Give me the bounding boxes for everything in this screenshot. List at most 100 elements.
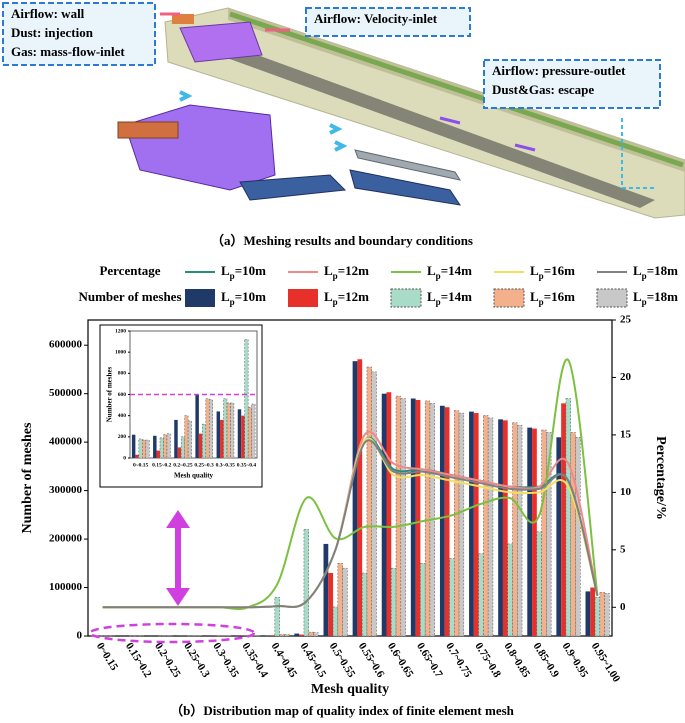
x-tick-label: 0.6~0.65: [385, 641, 416, 681]
y2-tick-label: 10: [620, 486, 632, 498]
x-tick-label: 0.65~0.7: [414, 641, 445, 681]
x-tick-label: 0.55~0.6: [356, 641, 387, 681]
bar: [512, 422, 518, 637]
x-tick-label: 0~0.15: [133, 462, 148, 468]
bar: [163, 434, 168, 459]
boundary-label: Airflow: wall: [11, 6, 85, 21]
y2-tick-label: 5: [620, 543, 626, 555]
x-tick-label: 0.2~0.25: [173, 462, 193, 468]
bar: [420, 563, 426, 637]
bar: [156, 450, 161, 458]
boundary-label: Airflow: Velocity-inlet: [314, 11, 438, 26]
bar: [594, 596, 601, 637]
line: [102, 439, 599, 609]
x-tick-label: 0.35~0.4: [239, 641, 270, 681]
bar: [561, 403, 566, 636]
y-tick-label: 400000: [49, 436, 83, 448]
mesh-illustration: [117, 7, 685, 219]
y-tick-label: 0: [123, 455, 126, 461]
bar: [415, 399, 421, 636]
bar: [478, 553, 484, 637]
bar: [244, 339, 249, 459]
bar: [517, 424, 523, 637]
bar: [458, 412, 465, 637]
legend-swatch: [390, 288, 422, 308]
bar: [180, 436, 185, 459]
bar: [473, 413, 479, 636]
bar: [585, 591, 591, 636]
bar: [357, 359, 363, 636]
bar: [153, 435, 157, 458]
legend-label: Lp=14m: [427, 289, 472, 307]
y-tick-label: 0: [77, 630, 83, 642]
x-tick-label: 0.75~0.8: [472, 641, 503, 681]
bar: [187, 420, 192, 459]
bar: [546, 432, 552, 637]
bar: [400, 398, 406, 637]
bar: [177, 447, 182, 458]
y2-axis-label: Percentage/%: [653, 436, 668, 520]
boundary-label: Airflow: pressure-outlet: [492, 63, 626, 78]
caption: （b）Distribution map of quality index of …: [170, 703, 515, 718]
bar: [202, 423, 207, 459]
legend-label: Lp=18m: [633, 263, 678, 281]
bar: [247, 406, 252, 459]
y-tick-label: 1000: [115, 349, 126, 355]
y-tick-label: 600000: [49, 339, 83, 351]
x-tick-label: 0.5~0.55: [327, 641, 358, 681]
bar: [575, 437, 581, 637]
bar: [599, 592, 605, 637]
bar: [332, 606, 339, 637]
bar: [487, 417, 494, 637]
y-tick-label: 200: [118, 434, 127, 440]
highlight-ellipse: [88, 622, 256, 644]
y-tick-label: 400: [118, 413, 127, 419]
bar: [410, 398, 416, 636]
bar: [237, 409, 242, 458]
bar: [279, 634, 285, 637]
arrow-head: [166, 510, 190, 528]
bar: [541, 429, 547, 637]
x-tick-label: 0.8~0.85: [501, 641, 532, 681]
bar: [303, 529, 309, 637]
x-tick-label: 0.3~0.35: [216, 462, 236, 468]
boundary-label: Dust&Gas: escape: [492, 82, 594, 97]
legend-label: Lp=18m: [633, 289, 678, 307]
x-tick-label: 0.9~0.95: [560, 641, 591, 681]
x-tick-label: 0.15~0.2: [123, 641, 154, 681]
x-axis-label: Mesh quality: [174, 472, 214, 480]
bar: [174, 419, 178, 458]
bar: [159, 437, 164, 459]
bar: [469, 411, 474, 636]
x-tick-label: 0~0.15: [94, 641, 121, 674]
x-tick-label: 0.3~0.35: [210, 641, 241, 681]
x-tick-label: 0.15~0.2: [152, 462, 172, 468]
bar: [590, 587, 596, 636]
bar: [230, 402, 235, 459]
bar: [294, 633, 300, 636]
x-tick-label: 0.2~0.25: [152, 641, 183, 681]
bar: [138, 438, 143, 459]
bar: [395, 395, 402, 637]
legend-swatch: [493, 288, 525, 308]
bar: [342, 567, 348, 637]
y-tick-label: 500000: [49, 387, 83, 399]
bar: [313, 632, 319, 637]
y2-tick-label: 0: [620, 601, 626, 613]
label-box: [483, 59, 661, 109]
x-tick-label: 0.35~0.4: [237, 462, 257, 468]
bar: [166, 433, 171, 459]
y2-tick-label: 20: [620, 371, 632, 383]
bar: [570, 432, 576, 637]
y-axis-label: Number of meshes: [20, 422, 35, 534]
legend-swatch: [185, 289, 215, 307]
bar: [135, 454, 139, 458]
bar: [502, 420, 508, 636]
label-box: [305, 7, 471, 37]
bar: [270, 635, 275, 636]
legend-label: Lp=14m: [427, 263, 472, 281]
legend-label: Lp=12m: [324, 289, 369, 307]
bar: [386, 392, 392, 636]
bar: [565, 398, 571, 637]
x-tick-label: 0.25~0.3: [194, 462, 214, 468]
